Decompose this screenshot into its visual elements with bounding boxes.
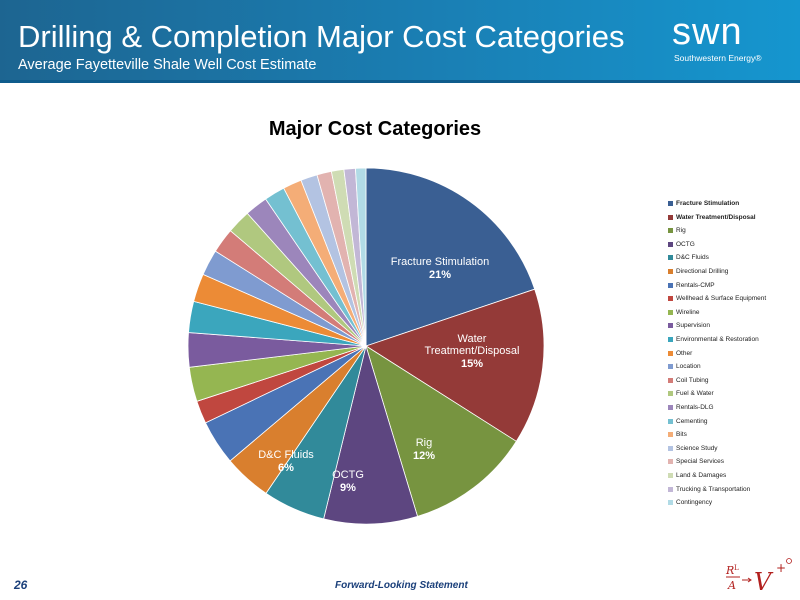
legend-swatch xyxy=(668,486,673,492)
legend-swatch xyxy=(668,214,673,220)
legend-label: Fracture Stimulation xyxy=(676,200,740,207)
data-label-dandc-fluids: D&C Fluids 6% xyxy=(258,449,314,474)
data-label-water-treatment-disposal: Water Treatment/Disposal 15% xyxy=(425,333,520,370)
legend-label: Supervision xyxy=(676,322,710,330)
legend-label: Rig xyxy=(676,227,686,235)
legend-label: Rentals-CMP xyxy=(676,281,715,289)
pie-slice-rig xyxy=(365,345,517,517)
legend-label: Bits xyxy=(676,431,687,439)
legend-swatch xyxy=(668,405,673,410)
forward-looking-statement: Forward-Looking Statement xyxy=(335,580,468,591)
logo-tagline: Southwestern Energy® xyxy=(674,53,762,63)
slide-title: Drilling & Completion Major Cost Categor… xyxy=(18,19,625,54)
legend-swatch xyxy=(668,282,673,288)
svg-text:A: A xyxy=(727,579,736,592)
svg-text:+: + xyxy=(776,561,786,575)
header-banner: Drilling & Completion Major Cost Categor… xyxy=(0,0,800,83)
legend-label: OCTG xyxy=(676,240,695,248)
legend-label: Water Treatment/Disposal xyxy=(676,213,756,221)
pie-slice-water-treatment-disposal xyxy=(365,288,545,442)
legend-label: Land & Damages xyxy=(676,472,727,479)
legend-swatch xyxy=(668,418,673,424)
svg-text:L: L xyxy=(734,564,739,572)
legend-swatch xyxy=(668,391,673,397)
legend-swatch xyxy=(668,309,673,315)
page-number: 26 xyxy=(14,578,28,592)
slide-subtitle: Average Fayetteville Shale Well Cost Est… xyxy=(18,57,317,73)
legend-label: Wireline xyxy=(676,308,700,316)
legend-label: Science Study xyxy=(676,444,718,452)
legend-swatch xyxy=(668,337,673,342)
legend-swatch xyxy=(668,377,673,383)
legend-label: Location xyxy=(676,363,701,371)
legend-swatch xyxy=(668,201,673,206)
logo-wordmark: swn xyxy=(672,11,743,53)
legend-swatch xyxy=(668,255,673,261)
legend-swatch xyxy=(668,500,673,506)
legend-label: Wellhead & Surface Equipment xyxy=(676,295,767,303)
pie-slice-fracture-stimulation xyxy=(365,167,536,347)
data-label-rig: Rig 12% xyxy=(413,437,435,462)
legend-label: Rentals-DLG xyxy=(676,404,714,411)
chart-title: Major Cost Categories xyxy=(268,118,482,140)
pie-slice-octg xyxy=(323,344,419,525)
legend-swatch xyxy=(668,228,673,234)
legend-label: Special Services xyxy=(676,458,725,466)
rav-logo-icon: R L A V + xyxy=(725,558,792,596)
legend-label: Contingency xyxy=(676,499,713,507)
legend-swatch xyxy=(668,473,673,478)
data-label-octg: OCTG 9% xyxy=(332,469,364,494)
legend-swatch xyxy=(668,323,673,329)
legend-swatch xyxy=(668,241,673,247)
legend-swatch xyxy=(668,459,673,465)
legend-swatch xyxy=(668,296,673,302)
legend-label: Cementing xyxy=(676,417,708,425)
legend-label: Environmental & Restoration xyxy=(676,336,759,343)
legend-swatch xyxy=(668,364,673,370)
legend-swatch xyxy=(668,269,673,274)
legend-swatch xyxy=(668,445,673,451)
legend-label: Other xyxy=(676,349,693,357)
svg-text:R: R xyxy=(725,564,734,577)
legend-label: D&C Fluids xyxy=(676,254,709,262)
legend-swatch xyxy=(668,350,673,356)
company-logo: swn Southwestern Energy® xyxy=(672,12,782,72)
legend-label: Coil Tubing xyxy=(676,376,709,384)
pie-slice-contingency xyxy=(355,167,367,347)
legend-swatch xyxy=(668,432,673,438)
legend-label: Directional Drilling xyxy=(676,268,729,275)
svg-text:V: V xyxy=(754,568,774,596)
legend-label: Fuel & Water xyxy=(676,390,714,398)
legend-label: Trucking & Transportation xyxy=(676,485,751,493)
data-label-fracture-stimulation: Fracture Stimulation 21% xyxy=(391,256,489,281)
